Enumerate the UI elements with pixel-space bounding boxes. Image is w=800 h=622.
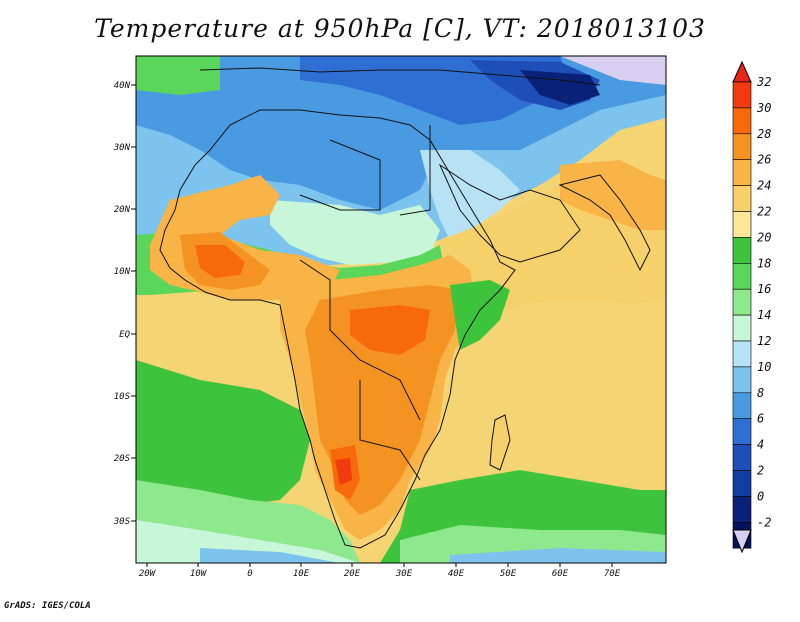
colorbar-cell — [732, 366, 752, 394]
lon-label: 10E — [293, 569, 310, 579]
colorbar-label: 26 — [757, 153, 771, 167]
lon-label: 20E — [344, 569, 361, 579]
plot-frame — [135, 55, 667, 564]
colorbar-cell — [732, 314, 752, 342]
lat-label: 10N — [114, 267, 131, 277]
colorbar-cell — [732, 81, 752, 109]
credit-text: GrADS: IGES/COLA — [4, 601, 91, 611]
colorbar-cell — [732, 418, 752, 445]
lon-label: 40E — [448, 569, 465, 579]
colorbar-cell — [732, 392, 752, 419]
colorbar-cell — [732, 470, 752, 497]
colorbar-cell — [732, 159, 752, 186]
colorbar-label: 4 — [757, 438, 764, 452]
lat-label: 10S — [114, 392, 131, 402]
lon-label: 70E — [604, 569, 621, 579]
colorbar-cell — [732, 340, 752, 368]
temperature-field — [136, 56, 666, 563]
colorbar-cell — [732, 211, 752, 238]
colorbar-cell — [732, 496, 752, 523]
colorbar-cell — [732, 237, 752, 264]
map-title: Temperature at 950hPa [C], VT: 201801310… — [94, 14, 706, 43]
colorbar-label: 14 — [757, 308, 771, 322]
colorbar-label: 16 — [757, 282, 771, 296]
colorbar-label: 32 — [756, 75, 771, 89]
colorbar-label: 0 — [757, 489, 764, 503]
colorbar-label: 6 — [757, 412, 764, 426]
colorbar-cell — [732, 107, 752, 135]
colorbar-label: 2 — [757, 464, 764, 478]
colorbar-label: 20 — [757, 230, 771, 244]
colorbar-cell — [732, 262, 752, 290]
lon-label: 30E — [395, 569, 413, 579]
lat-label: 30N — [113, 143, 131, 153]
lat-label: 40N — [114, 81, 131, 91]
colorbar-cells — [732, 81, 752, 549]
lat-axis: 40N 30N 20N 10N EQ 10S 20S 30S — [113, 81, 131, 527]
colorbar-label: 28 — [757, 127, 771, 141]
lat-label: 20N — [114, 205, 131, 215]
colorbar-cell — [732, 444, 752, 471]
lon-label: 20W — [139, 569, 157, 579]
lat-label: 30S — [113, 517, 131, 527]
colorbar-label: 12 — [757, 334, 771, 348]
lon-label: 60E — [552, 569, 569, 579]
colorbar-cell — [732, 185, 752, 212]
colorbar-top-arrow — [732, 60, 752, 83]
colorbar-label: 18 — [757, 256, 771, 270]
lat-label: EQ — [119, 330, 130, 340]
lon-label: 10W — [190, 569, 208, 579]
lon-label: 50E — [500, 569, 517, 579]
colorbar-cell — [732, 133, 752, 161]
colorbar-cell — [732, 288, 752, 316]
lat-label: 20S — [114, 454, 131, 464]
colorbar-label: 10 — [757, 360, 771, 374]
colorbar-bottom-arrow — [732, 529, 752, 554]
lat-ticks — [131, 84, 136, 522]
lon-ticks — [146, 563, 613, 567]
colorbar-label: 30 — [756, 101, 771, 115]
colorbar-label: 22 — [757, 205, 771, 219]
colorbar-label: -2 — [757, 515, 771, 529]
colorbar-label: 24 — [757, 179, 771, 193]
lon-axis: 20W 10W 0 10E 20E 30E 40E 50E 60E 70E — [139, 569, 621, 579]
coastlines — [159, 67, 651, 549]
lon-label: 0 — [247, 569, 252, 579]
colorbar-label: 8 — [757, 386, 764, 400]
